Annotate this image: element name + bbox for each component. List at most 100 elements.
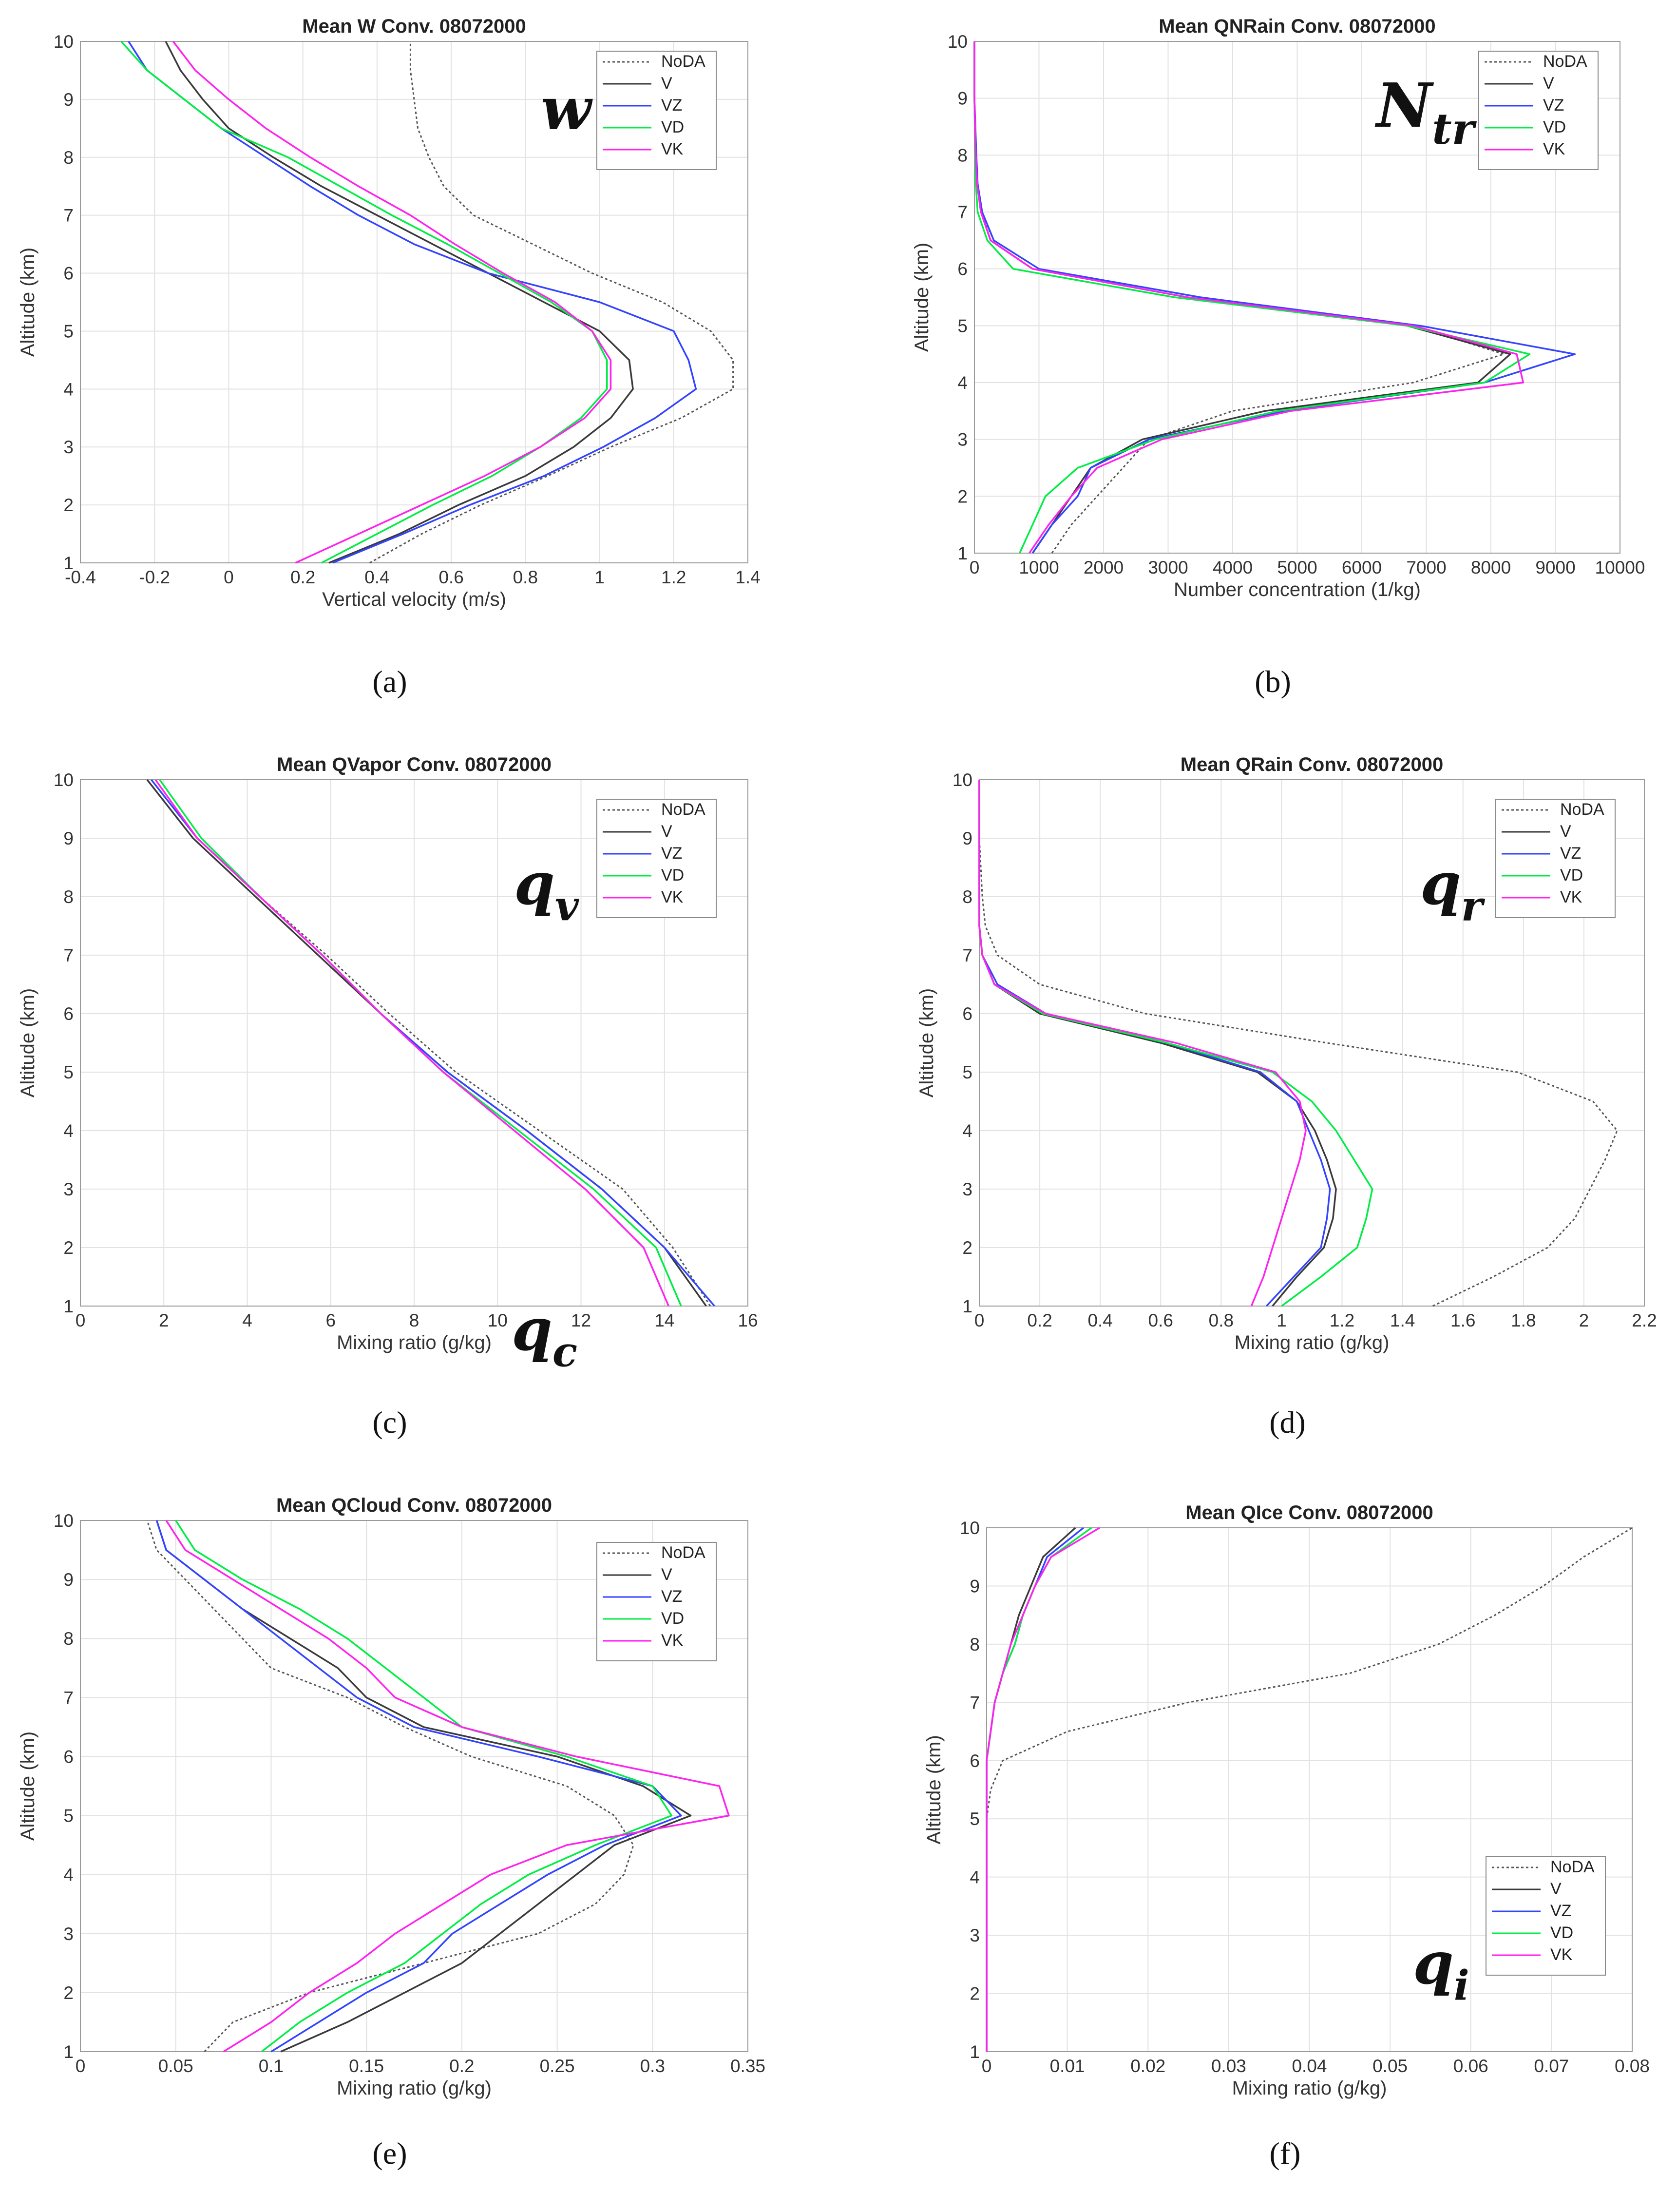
- legend-label-vz: VZ: [1543, 96, 1564, 115]
- y-axis-label: Altitude (km): [916, 988, 937, 1098]
- x-tick-label: 0.2: [290, 567, 315, 587]
- y-tick-label: 9: [63, 90, 74, 110]
- y-axis-label: Altitude (km): [911, 243, 933, 352]
- panel-d: 0 0.2 0.4 0.6 0.8 1 1.2 1.4 1.6 1.8 2 2.2 1 2 3 4 5 6 7 8 9 1…: [916, 754, 1657, 1440]
- x-tick-label: 0.4: [1087, 1310, 1112, 1330]
- x-tick-label: 0.1: [259, 2056, 284, 2076]
- panel-b: 0 1000 2000 3000 4000 5000 6000 7000 8000 9000 100…: [911, 16, 1645, 699]
- y-axis-label: Altitude (km): [17, 988, 38, 1098]
- y-tick-label: 4: [957, 373, 968, 393]
- series-line-vk: [978, 780, 1307, 1307]
- x-tick-label: 1.4: [735, 567, 760, 587]
- y-tick-label: 4: [962, 1121, 972, 1141]
- x-tick-label: 0.04: [1292, 2056, 1327, 2076]
- y-tick-label: 8: [63, 148, 74, 168]
- legend-label-vd: VD: [1543, 118, 1566, 136]
- x-tick-label: 1.2: [1330, 1310, 1354, 1330]
- x-axis-label: Mixing ratio (g/kg): [1232, 2077, 1387, 2099]
- y-tick-label: 9: [63, 828, 74, 848]
- x-tick-label: 0.15: [349, 2056, 384, 2076]
- legend-label-vk: VK: [661, 888, 684, 906]
- series-line-v: [165, 41, 634, 564]
- y-tick-label: 6: [957, 259, 968, 279]
- variable-label: qv: [514, 849, 579, 930]
- x-tick-label: 0.06: [1453, 2056, 1488, 2076]
- y-tick-label: 8: [957, 145, 968, 165]
- legend: NoDA V VZ VD VK: [1478, 51, 1599, 170]
- x-tick-label: 1.4: [1390, 1310, 1415, 1330]
- x-tick-label: 6: [325, 1310, 336, 1330]
- variable-label: qc: [512, 1295, 577, 1376]
- x-tick-label: 0.2: [449, 2056, 474, 2076]
- panel-caption: (d): [1269, 1405, 1306, 1440]
- series-line-vk: [165, 1520, 730, 2053]
- y-axis-label: Altitude (km): [17, 1731, 38, 1841]
- chart-title: Mean QCloud Conv. 08072000: [276, 1495, 552, 1516]
- y-tick-label: 8: [63, 1629, 74, 1649]
- y-tick-label: 3: [63, 1179, 74, 1199]
- legend: NoDA V VZ VD VK: [1495, 799, 1616, 918]
- x-tick-label: 10000: [1595, 558, 1645, 577]
- legend-label-vk: VK: [1550, 1945, 1573, 1964]
- x-axis-label: Mixing ratio (g/kg): [337, 2077, 492, 2099]
- y-tick-label: 2: [63, 495, 74, 515]
- variable-label: Ntr: [1374, 70, 1477, 154]
- x-tick-label: 1.6: [1450, 1310, 1475, 1330]
- legend: NoDA V VZ VD VK: [596, 799, 717, 918]
- y-tick-label: 4: [63, 1121, 74, 1141]
- legend-label-vk: VK: [1560, 888, 1582, 906]
- x-tick-label: 0.4: [364, 567, 389, 587]
- x-tick-label: -0.4: [65, 567, 96, 587]
- legend-label-noda: NoDA: [661, 800, 705, 819]
- y-tick-label: 1: [63, 1296, 74, 1316]
- series-line-noda: [978, 780, 1618, 1307]
- y-tick-label: 5: [962, 1062, 972, 1082]
- x-tick-label: 0.07: [1534, 2056, 1569, 2076]
- x-axis-label: Vertical velocity (m/s): [322, 589, 506, 610]
- variable-label: qi: [1413, 1929, 1469, 2010]
- x-tick-label: 0.2: [1027, 1310, 1052, 1330]
- x-tick-label: 1.8: [1511, 1310, 1536, 1330]
- y-tick-label: 3: [970, 1925, 980, 1945]
- x-tick-label: -0.2: [139, 567, 170, 587]
- x-tick-label: 0.03: [1211, 2056, 1246, 2076]
- legend-label-vd: VD: [1560, 866, 1583, 885]
- panel-a: -0.4 -0.2 0 0.2 0.4 0.6 0.8 1 1.2 1.4 1 2 3 4 5 6 7 8 9 10 M…: [17, 16, 761, 699]
- y-tick-label: 2: [63, 1983, 74, 2003]
- x-tick-label: 0: [974, 1310, 985, 1330]
- y-tick-label: 1: [970, 2042, 980, 2062]
- y-tick-label: 6: [970, 1751, 980, 1771]
- x-tick-label: 0.05: [1372, 2056, 1408, 2076]
- y-tick-label: 10: [54, 770, 74, 790]
- y-tick-label: 7: [63, 1688, 74, 1708]
- y-tick-label: 2: [970, 1984, 980, 2004]
- legend-label-vz: VZ: [661, 1587, 682, 1606]
- y-tick-label: 9: [962, 828, 972, 848]
- legend-label-vk: VK: [661, 140, 684, 158]
- y-tick-label: 7: [970, 1693, 980, 1712]
- chart-title: Mean QVapor Conv. 08072000: [277, 754, 552, 775]
- axes-frame: [974, 41, 1620, 554]
- legend-label-vk: VK: [661, 1631, 684, 1650]
- y-tick-label: 10: [960, 1518, 980, 1538]
- legend-label-vd: VD: [661, 118, 684, 136]
- y-tick-label: 5: [970, 1809, 980, 1829]
- x-tick-label: 5000: [1277, 558, 1317, 577]
- series-line-vk: [973, 41, 1525, 554]
- axes-frame: [80, 41, 748, 563]
- y-tick-label: 4: [63, 379, 74, 399]
- axes-frame: [80, 779, 748, 1307]
- legend-label-vz: VZ: [1550, 1902, 1571, 1920]
- x-tick-label: 4: [242, 1310, 252, 1330]
- legend-label-v: V: [661, 74, 672, 93]
- legend-label-v: V: [1560, 822, 1571, 841]
- panel-e: 0 0.05 0.1 0.15 0.2 0.25 0.3 0.3512345678910Mea…: [17, 1295, 765, 2171]
- y-axis-label: Altitude (km): [17, 248, 38, 357]
- x-tick-label: 1.2: [661, 567, 686, 587]
- y-tick-label: 7: [63, 945, 74, 965]
- x-tick-label: 0: [970, 558, 980, 577]
- y-tick-label: 5: [63, 1806, 74, 1826]
- x-tick-label: 0: [76, 1310, 86, 1330]
- panel-caption: (c): [372, 1405, 407, 1440]
- x-tick-label: 2: [1579, 1310, 1589, 1330]
